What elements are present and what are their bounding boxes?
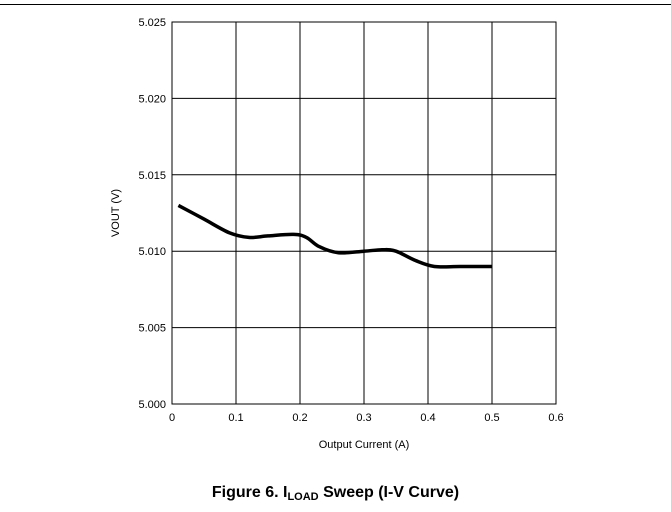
grid xyxy=(172,22,556,404)
series-group xyxy=(177,203,492,269)
series-line xyxy=(177,203,492,269)
x-tick-labels: 0 0.1 0.2 0.3 0.4 0.5 0.6 xyxy=(169,412,564,424)
header-rule xyxy=(0,4,671,5)
x-tick-label: 0.2 xyxy=(292,412,307,424)
y-axis-label: VOUT (V) xyxy=(110,189,122,237)
x-axis-label: Output Current (A) xyxy=(319,439,409,451)
y-tick-label: 5.000 xyxy=(138,399,166,411)
y-tick-labels: 5.000 5.005 5.010 5.015 5.020 5.025 xyxy=(138,17,166,411)
caption-prefix: Figure 6. I xyxy=(211,484,288,501)
figure-caption: Figure 6. ILOAD Sweep (I-V Curve) xyxy=(0,484,671,503)
x-tick-label: 0.4 xyxy=(420,412,435,424)
x-tick-label: 0.5 xyxy=(484,412,499,424)
caption-suffix: Sweep (I-V Curve) xyxy=(318,484,460,501)
x-tick-label: 0.1 xyxy=(228,412,243,424)
plot-frame xyxy=(171,21,557,405)
y-tick-label: 5.010 xyxy=(138,246,166,258)
x-tick-label: 0.3 xyxy=(356,412,371,424)
x-tick-label: 0 xyxy=(169,412,175,424)
caption-subscript: LOAD xyxy=(287,491,319,503)
y-tick-label: 5.005 xyxy=(138,323,166,335)
y-tick-label: 5.025 xyxy=(138,17,166,29)
y-tick-label: 5.015 xyxy=(138,170,166,182)
y-tick-label: 5.020 xyxy=(138,93,166,105)
x-tick-label: 0.6 xyxy=(548,412,563,424)
